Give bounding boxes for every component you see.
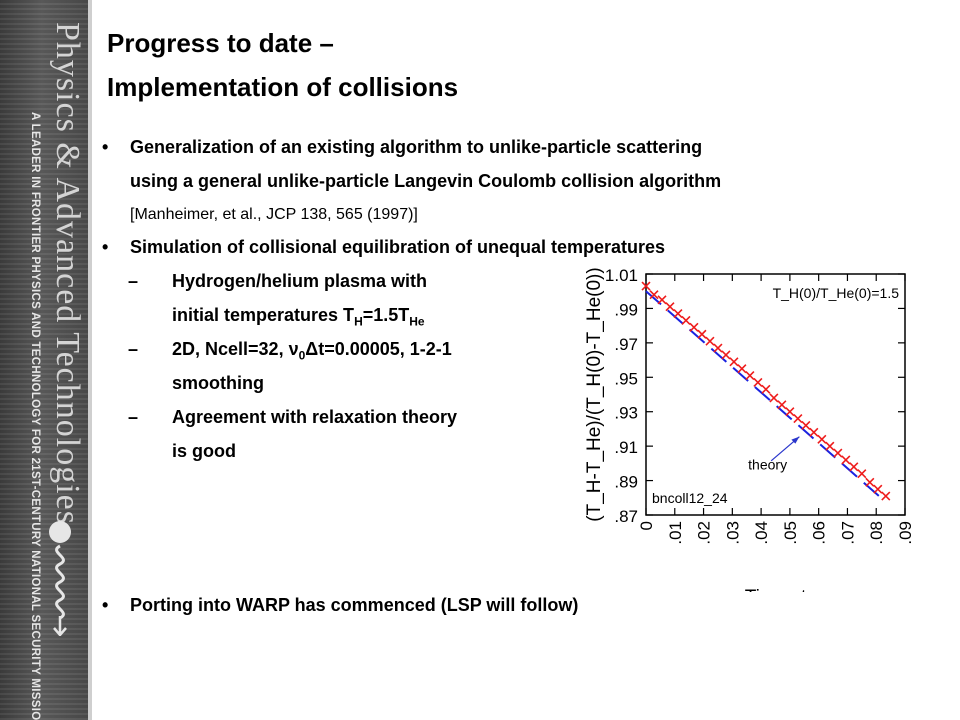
data-point xyxy=(761,384,771,394)
annotation-ratio: T_H(0)/T_He(0)=1.5 xyxy=(773,285,900,301)
sub-text: smoothing xyxy=(172,373,264,393)
data-point xyxy=(697,329,707,339)
sub-text-params: 2D, Ncell=32, ν0Δt=0.00005, 1-2-1 xyxy=(172,339,452,363)
wave-logo-icon xyxy=(49,521,71,636)
x-tick-label: .04 xyxy=(752,521,771,545)
reference-text: [Manheimer, et al., JCP 138, 565 (1997)] xyxy=(130,206,418,223)
data-point xyxy=(809,427,819,437)
data-point xyxy=(689,322,699,332)
bullet-text: Porting into WARP has commenced (LSP wil… xyxy=(130,595,579,615)
y-axis-label: (T_H-T_He)/(T_H(0)-T_He(0)) xyxy=(584,267,605,521)
theory-arrowhead xyxy=(791,436,800,444)
x-tick-label: .01 xyxy=(666,521,685,545)
plot-frame xyxy=(645,273,906,516)
data-point xyxy=(657,295,667,305)
data-point xyxy=(857,469,867,479)
sub-text: Hydrogen/helium plasma with xyxy=(172,271,428,291)
y-tick-label: .87 xyxy=(614,507,638,526)
data-point xyxy=(769,393,779,403)
x-tick-label: .09 xyxy=(896,521,915,545)
bullet-text: Generalization of an existing algorithm … xyxy=(130,137,703,157)
bullet-marker: • xyxy=(102,595,109,615)
x-tick-label: .08 xyxy=(867,521,886,545)
x-tick-label: .07 xyxy=(838,521,857,545)
x-axis-label: Time νt xyxy=(745,587,807,592)
y-tick-label: .95 xyxy=(614,369,638,388)
data-point xyxy=(641,281,651,291)
x-tick-label: .02 xyxy=(695,521,714,545)
data-point xyxy=(681,315,691,326)
bullet-marker: • xyxy=(102,237,109,257)
data-point xyxy=(713,343,723,353)
data-point xyxy=(753,377,763,388)
data-point xyxy=(649,290,659,300)
slide-title-line2: Implementation of collisions xyxy=(107,72,459,102)
y-tick-label: .91 xyxy=(614,438,638,457)
data-point xyxy=(881,491,891,501)
theory-line xyxy=(645,290,886,502)
x-tick-label: .03 xyxy=(723,521,742,545)
data-point xyxy=(849,462,859,472)
data-point xyxy=(833,448,843,458)
data-point xyxy=(785,407,795,417)
sub-marker: – xyxy=(128,271,139,291)
sub-text: is good xyxy=(172,441,236,461)
data-point xyxy=(745,370,755,381)
data-point xyxy=(825,441,835,451)
sub-text-temperatures: initial temperatures TH=1.5THe xyxy=(172,305,425,329)
x-tick-label: .06 xyxy=(810,521,829,545)
data-point xyxy=(673,309,683,319)
data-point xyxy=(873,484,883,494)
y-tick-label: .89 xyxy=(614,473,638,492)
y-tick-label: .99 xyxy=(614,300,638,319)
data-point xyxy=(865,477,875,487)
data-point xyxy=(777,400,787,410)
data-point xyxy=(841,455,851,465)
bullet-marker: • xyxy=(102,137,109,157)
y-tick-label: .93 xyxy=(614,404,638,423)
sidebar-title: Physics & Advanced Technologies xyxy=(49,22,86,525)
data-point xyxy=(729,357,739,367)
data-point xyxy=(801,420,811,431)
sub-marker: – xyxy=(128,339,139,359)
y-tick-label: 1.01 xyxy=(605,266,638,285)
data-point xyxy=(705,336,715,346)
data-point xyxy=(665,302,675,312)
data-point xyxy=(737,364,747,374)
sub-marker: – xyxy=(128,407,139,427)
data-point xyxy=(793,414,803,424)
x-tick-label: 0 xyxy=(637,521,656,530)
sub-text: Agreement with relaxation theory xyxy=(172,407,458,427)
bullet-text: Simulation of collisional equilibration … xyxy=(130,237,666,257)
slide-title-line1: Progress to date – xyxy=(107,28,334,58)
data-point xyxy=(721,350,731,360)
temperature-relaxation-chart: .87 .89 .91 .93 .95 .97 .99 1.01 0 .01 .02 .03 .04 .0… xyxy=(584,266,915,592)
bullet-text: using a general unlike-particle Langevin… xyxy=(130,171,722,191)
data-point xyxy=(817,434,827,444)
annotation-theory: theory xyxy=(748,456,787,472)
sidebar-texture xyxy=(0,0,92,720)
annotation-run: bncoll12_24 xyxy=(652,490,728,506)
x-tick-label: .05 xyxy=(781,521,800,545)
sidebar-banner: Physics & Advanced Technologies A LEADER… xyxy=(0,0,92,720)
sidebar-divider xyxy=(88,0,92,720)
y-tick-label: .97 xyxy=(614,335,638,354)
